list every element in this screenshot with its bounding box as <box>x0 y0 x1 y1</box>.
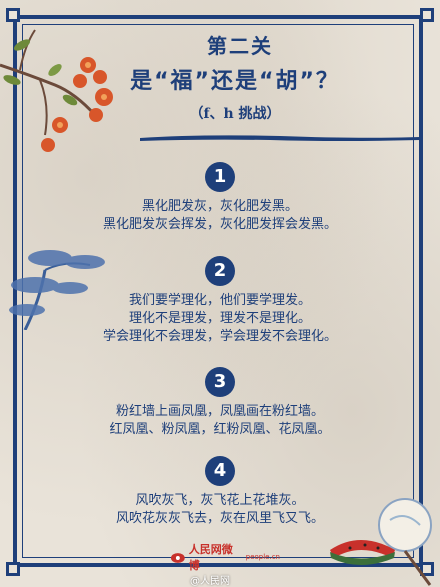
frame-corner-bottom-left <box>6 562 20 576</box>
brush-stroke-divider <box>140 135 420 141</box>
verse-line: 风吹灰飞，灰飞花上花堆灰。 <box>135 493 305 508</box>
tongue-twister-2: 2 我们要学理化，他们要学理发。 理化不是理发，理发不是理化。 学会理化不会理发… <box>0 256 440 346</box>
people-weibo-logo: 人民网微博 people.cn <box>170 543 280 572</box>
verse-line: 学会理化不会理发，学会理发不会理化。 <box>102 329 337 344</box>
logo-text: 人民网微博 <box>188 543 233 572</box>
tongue-twister-3: 3 粉红墙上画凤凰，凤凰画在粉红墙。 红凤凰、粉凤凰，红粉凤凰、花凤凰。 <box>0 367 440 439</box>
number-badge: 1 <box>205 162 235 192</box>
verse-line: 红凤凰、粉凤凰，红粉凤凰、花凤凰。 <box>109 422 331 437</box>
verse-line: 黑化肥发灰，灰化肥发黑。 <box>141 199 298 214</box>
title-block: 第二关 是“福”还是“胡”？ （f、h 挑战） <box>0 30 440 123</box>
verse-line: 粉红墙上画凤凰，凤凰画在粉红墙。 <box>115 404 324 419</box>
outer-frame <box>13 15 423 567</box>
verse-line: 风吹花灰灰飞去，灰在风里飞又飞。 <box>115 511 324 526</box>
watermark: @人民网 <box>190 576 230 587</box>
frame-corner-top-right <box>420 8 434 22</box>
title-subtitle: （f、h 挑战） <box>189 106 281 122</box>
number-badge: 4 <box>205 456 235 486</box>
watermelon-fan-icon <box>330 498 432 586</box>
tongue-twister-1: 1 黑化肥发灰，灰化肥发黑。 黑化肥发灰会挥发，灰化肥发挥会发黑。 <box>0 162 440 234</box>
weibo-eye-icon <box>170 553 185 563</box>
title-level: 第二关 <box>207 34 273 58</box>
verse-line: 我们要学理化，他们要学理发。 <box>128 293 311 308</box>
verse-line: 理化不是理发，理发不是理化。 <box>128 311 311 326</box>
verse-line: 黑化肥发灰会挥发，灰化肥发挥会发黑。 <box>102 217 337 232</box>
logo-subtext: people.cn <box>245 553 280 561</box>
flower-branch-icon <box>0 29 113 152</box>
tongue-twister-4: 4 风吹灰飞，灰飞花上花堆灰。 风吹花灰灰飞去，灰在风里飞又飞。 <box>0 456 440 528</box>
number-badge: 3 <box>205 367 235 397</box>
title-question: 是“福”还是“胡”？ <box>130 69 340 94</box>
frame-corner-bottom-right <box>420 562 434 576</box>
frame-corner-top-left <box>6 8 20 22</box>
number-badge: 2 <box>205 256 235 286</box>
pine-tree-icon <box>9 250 105 330</box>
